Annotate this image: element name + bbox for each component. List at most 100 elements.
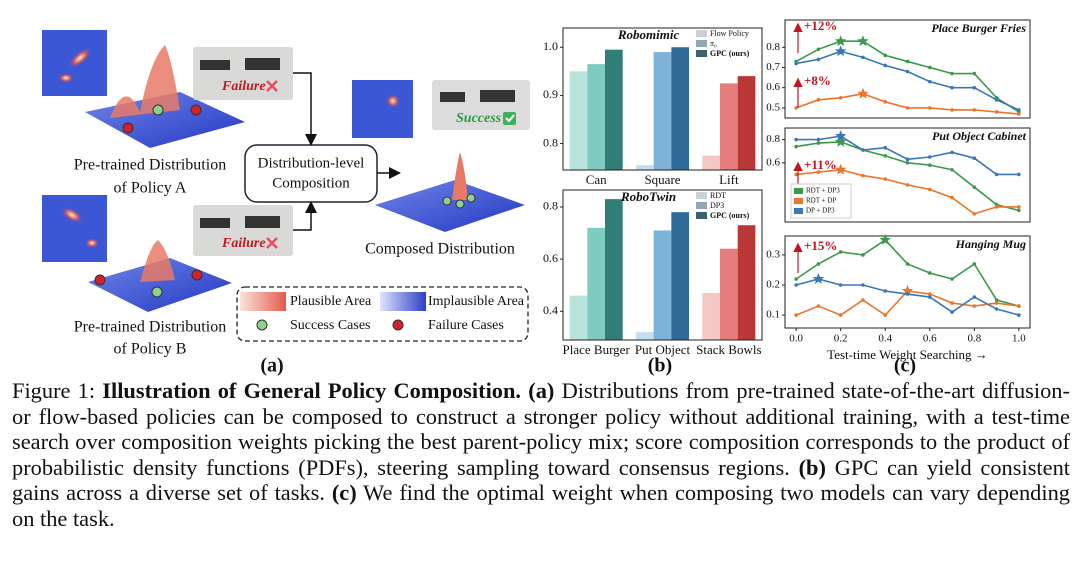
y-tick-label: 0.5	[766, 101, 780, 113]
point	[861, 298, 865, 302]
legend-patch	[794, 208, 803, 214]
chart-title: Place Burger Fries	[931, 21, 1026, 35]
caption-text: GPC can yield consistent gains across a …	[12, 454, 1070, 506]
point	[994, 172, 999, 177]
point	[950, 277, 954, 281]
point	[994, 110, 999, 114]
point	[905, 69, 910, 74]
best-point	[834, 130, 847, 141]
point	[1017, 208, 1021, 213]
legend-label: Implausible Area	[428, 294, 525, 309]
legend-label: Success Cases	[290, 318, 371, 333]
legend-patch	[696, 40, 707, 47]
legend-patch	[696, 212, 707, 219]
check-mark	[505, 114, 515, 123]
bar	[587, 64, 606, 170]
point	[816, 141, 821, 145]
diagram: Failure Pre-trained Distribution of Poli…	[42, 30, 530, 358]
point	[994, 205, 999, 209]
chart-title: Put Object Cabinet	[932, 129, 1027, 143]
caption-tag: (a)	[528, 378, 555, 403]
point	[972, 295, 977, 299]
point	[905, 106, 910, 110]
x-tick-label: 0.4	[878, 333, 892, 345]
y-tick-label: 0.8	[543, 199, 558, 213]
chart-title: RoboTwin	[620, 189, 676, 204]
point	[950, 195, 954, 200]
heatmap-peak	[68, 47, 92, 69]
best-point	[812, 272, 825, 284]
point	[838, 250, 843, 254]
point	[950, 108, 954, 112]
legend-label: RDT + DP3	[806, 187, 840, 195]
point	[838, 313, 843, 317]
caption: Figure 1: Illustration of General Policy…	[12, 378, 1070, 532]
bar	[702, 155, 720, 170]
x-tick-label: Lift	[719, 172, 739, 187]
x-tick-label: 0.8	[967, 333, 981, 345]
point	[1017, 205, 1021, 209]
point	[861, 283, 865, 287]
x-tick-label: Can	[586, 172, 607, 187]
failure-label: Failure	[221, 236, 266, 251]
bar	[653, 52, 672, 170]
y-tick-label: 0.3	[766, 248, 780, 260]
annotation: +11%	[804, 157, 837, 172]
point	[1017, 313, 1021, 317]
point	[883, 289, 888, 293]
y-tick-label: 0.7	[766, 61, 780, 73]
composition-label: Composition	[272, 175, 350, 191]
legend-patch	[380, 292, 426, 311]
legend-label: π₀	[710, 39, 717, 48]
bar	[569, 71, 588, 170]
success-point	[455, 199, 465, 209]
point	[816, 137, 821, 142]
y-tick-label: 1.0	[543, 39, 558, 53]
point	[905, 157, 910, 162]
surface-peaks	[140, 240, 175, 282]
arrow	[293, 72, 317, 146]
best-point	[857, 87, 869, 99]
figure: Failure Pre-trained Distribution of Poli…	[42, 18, 1031, 377]
legend-label: Failure Cases	[428, 318, 504, 333]
best-point	[834, 35, 847, 47]
success-point	[152, 104, 164, 116]
point	[927, 271, 932, 275]
failure-point	[122, 122, 134, 134]
point	[1017, 172, 1021, 177]
bar	[569, 295, 588, 340]
point	[816, 262, 821, 266]
legend-label: RDT + DP	[806, 197, 836, 205]
heatmap-composed	[352, 80, 413, 138]
heatmap-peak	[386, 94, 400, 108]
point	[794, 61, 798, 66]
x-tick-label: 0.2	[834, 333, 848, 345]
bar	[635, 332, 654, 340]
point	[816, 304, 821, 308]
point	[861, 55, 865, 60]
point	[950, 301, 954, 305]
plot-frame	[784, 235, 1031, 329]
legend-dot	[392, 319, 404, 331]
caption-tag: (b)	[798, 454, 826, 480]
point	[927, 187, 932, 192]
point	[972, 108, 977, 112]
point	[927, 106, 932, 110]
bar	[605, 199, 623, 340]
y-tick-label: 0.8	[543, 135, 558, 149]
point	[794, 106, 798, 110]
arrow	[293, 201, 317, 231]
point	[861, 173, 865, 178]
point	[994, 298, 999, 302]
y-tick-label: 0.6	[766, 156, 780, 168]
point	[972, 156, 977, 160]
point	[972, 185, 977, 189]
policy-a-label: of Policy A	[114, 180, 187, 197]
point	[972, 262, 977, 266]
point	[883, 100, 888, 104]
failure-label: Failure	[221, 79, 266, 94]
point	[838, 283, 843, 287]
bar	[671, 212, 690, 340]
panel-label: (c)	[894, 355, 916, 377]
